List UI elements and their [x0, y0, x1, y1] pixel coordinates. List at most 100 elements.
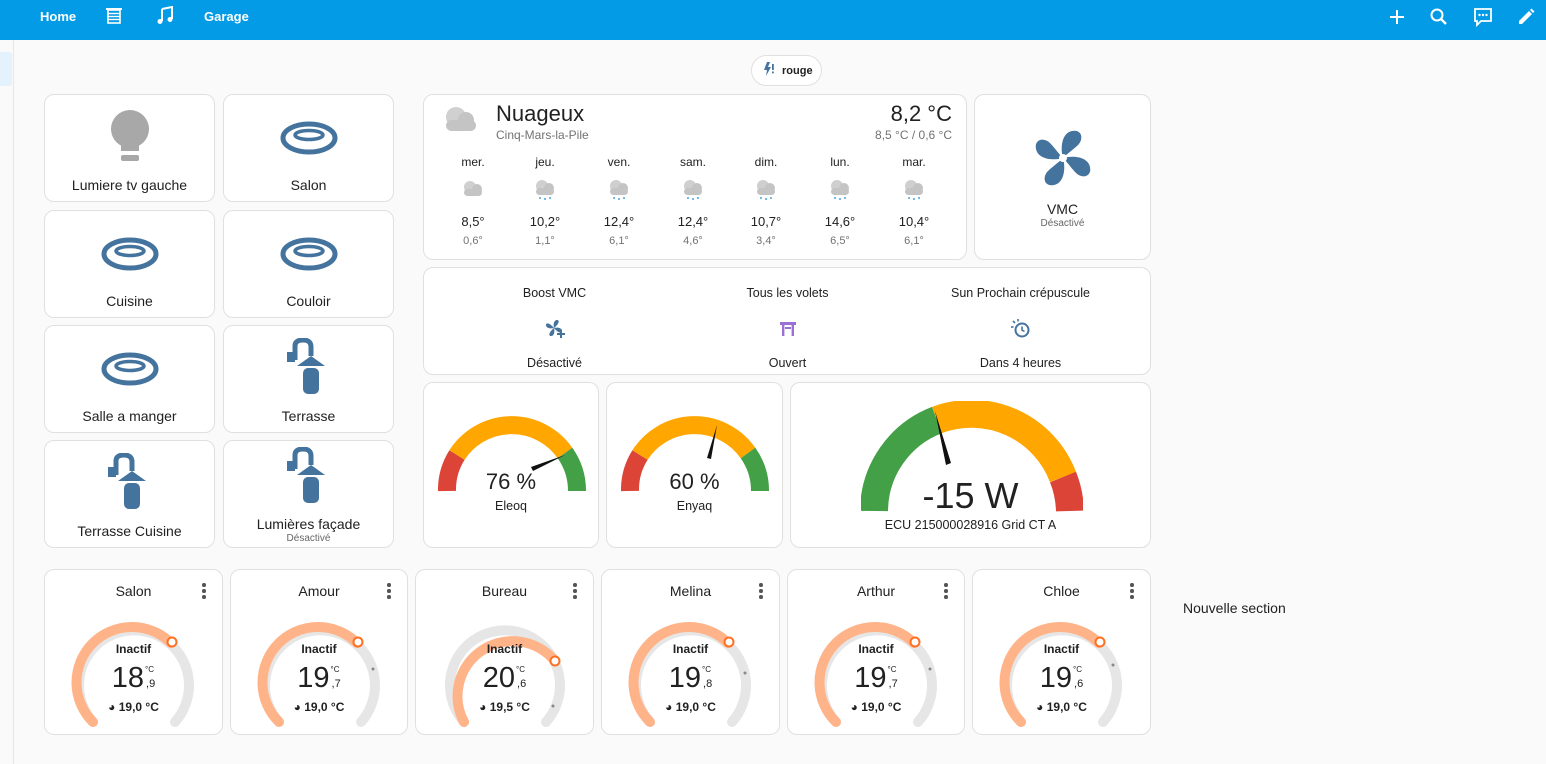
battery-gauge: [438, 416, 586, 492]
thermostat-name: Melina: [669, 583, 712, 599]
thermostat-dial: [814, 622, 937, 727]
more-options-icon[interactable]: [573, 583, 577, 601]
forecast-day: mar. 10,4° 6,1°: [884, 155, 944, 247]
search-icon[interactable]: [1428, 6, 1450, 28]
rainy-icon: [684, 180, 702, 200]
more-options-icon[interactable]: [1130, 583, 1134, 601]
shutters-button[interactable]: Tous les volets Ouvert: [671, 268, 904, 374]
pencil-icon[interactable]: [1515, 6, 1537, 28]
light-tile-terrasse-cuisine[interactable]: Terrasse Cuisine: [44, 440, 215, 548]
thermostat-dial: [71, 622, 194, 727]
temp-integer: 19: [1039, 662, 1073, 694]
forecast-day: dim. 10,7° 3,4°: [736, 155, 796, 247]
target-value: 19,0 °C: [861, 700, 902, 714]
thermostat-dial: [628, 622, 751, 727]
outdoor-lamp-icon: [283, 446, 335, 512]
thermostat-name: Amour: [298, 583, 340, 599]
gauge-card-enyaq[interactable]: 60 % Enyaq: [606, 382, 783, 548]
ceiling-light-icon: [280, 121, 338, 160]
sun-dusk-button[interactable]: Sun Prochain crépuscule Dans 4 heures: [904, 268, 1137, 374]
alert-badge[interactable]: rouge: [751, 55, 822, 86]
vmc-tile[interactable]: VMC Désactivé: [974, 94, 1151, 260]
assist-icon[interactable]: [1472, 6, 1494, 28]
tab-garage[interactable]: Garage: [204, 9, 249, 24]
forecast-day-name: jeu.: [535, 155, 555, 169]
forecast-low: 3,4°: [756, 235, 776, 247]
badge-label: rouge: [782, 64, 813, 77]
target-value: 19,0 °C: [675, 700, 716, 714]
temp-integer: 19: [297, 662, 330, 694]
dial-handle[interactable]: [909, 636, 921, 648]
thermostat-state: Inactif: [672, 642, 709, 656]
button-title: Boost VMC: [522, 286, 587, 300]
temp-integer: 19: [668, 662, 702, 694]
current-temperature: 19°C ,7: [231, 662, 407, 695]
thermostat-card-amour[interactable]: Amour Inactif 19°C ,7 ◕ 19,0 °C: [230, 569, 408, 735]
target-temperature: ◕ 19,0 °C: [108, 700, 159, 714]
gauge-card-eleoq[interactable]: 76 % Eleoq: [423, 382, 599, 548]
forecast-day-name: ven.: [607, 155, 631, 169]
thermostat-card-melina[interactable]: Melina Inactif 19°C ,8 ◕ 19,0 °C: [601, 569, 780, 735]
more-options-icon[interactable]: [202, 583, 206, 601]
cloudy-icon: [440, 103, 480, 140]
dial-handle[interactable]: [352, 636, 364, 648]
light-tile-couloir[interactable]: Couloir: [223, 210, 394, 318]
gauge-value: -15 W: [922, 475, 1019, 516]
rainy-icon: [536, 180, 554, 200]
sidebar-selected-marker: [0, 52, 12, 86]
quick-actions-card: Boost VMC Désactivé Tous les volets Ouve…: [423, 267, 1151, 375]
forecast-day-name: dim.: [754, 155, 778, 169]
light-tile-cuisine[interactable]: Cuisine: [44, 210, 215, 318]
tile-label: Terrasse: [281, 408, 336, 424]
gauge-label: ECU 215000028916 Grid CT A: [884, 518, 1057, 532]
thermostat-card-bureau[interactable]: Bureau Inactif 20°C ,6 ◕ 19,5 °C: [415, 569, 594, 735]
forecast-high: 10,4°: [898, 214, 930, 229]
blinds-icon[interactable]: [104, 6, 124, 31]
target-value: 19,0 °C: [1046, 700, 1087, 714]
boost-vmc-button[interactable]: Boost VMC Désactivé: [438, 268, 671, 374]
more-options-icon[interactable]: [387, 583, 391, 601]
thermostat-name: Arthur: [856, 583, 896, 599]
dial-handle[interactable]: [1094, 636, 1106, 648]
forecast-day-name: sam.: [679, 155, 706, 169]
light-tile-lumieres-facade[interactable]: Lumières façade Désactivé: [223, 440, 394, 548]
thermostat-state: Inactif: [858, 642, 894, 656]
tab-home[interactable]: Home: [40, 9, 77, 24]
more-options-icon[interactable]: [759, 583, 763, 601]
dial-handle[interactable]: [723, 636, 735, 648]
forecast-high: 8,5°: [461, 214, 485, 229]
forecast-day: ven. 12,4° 6,1°: [589, 155, 649, 247]
new-section-heading: Nouvelle section: [1183, 600, 1286, 616]
power-gauge-card[interactable]: -15 W ECU 215000028916 Grid CT A: [790, 382, 1151, 548]
temp-unit: °C: [887, 665, 897, 674]
thermostat-card-arthur[interactable]: Arthur Inactif 19°C ,7 ◕ 19,0 °C: [787, 569, 965, 735]
light-tile-salle-a-manger[interactable]: Salle a manger: [44, 325, 215, 433]
tile-label: Cuisine: [106, 293, 153, 309]
gauge-label: Enyaq: [676, 499, 713, 513]
forecast-high: 12,4°: [603, 214, 635, 229]
light-tile-lumiere-tv-gauche[interactable]: Lumiere tv gauche: [44, 94, 215, 202]
lightbulb-icon: [108, 109, 152, 170]
thermostat-state: Inactif: [301, 642, 337, 656]
dial-handle[interactable]: [549, 655, 561, 667]
window-shutter-open-icon: [777, 318, 799, 345]
target-value: 19,0 °C: [304, 700, 345, 714]
light-tile-terrasse[interactable]: Terrasse: [223, 325, 394, 433]
outdoor-lamp-icon: [283, 337, 335, 403]
music-note-icon[interactable]: [155, 5, 175, 31]
temp-unit: °C: [145, 665, 155, 674]
thermostat-card-salon[interactable]: Salon Inactif 18°C ,9 ◕ 19,0 °C: [44, 569, 223, 735]
temp-decimal: ,7: [888, 678, 898, 690]
sun-clock-icon: [1010, 318, 1032, 345]
forecast-day-name: mar.: [902, 155, 926, 169]
plus-icon[interactable]: [1386, 6, 1408, 28]
dial-handle[interactable]: [166, 636, 178, 648]
power-gauge: [861, 401, 1083, 512]
thermostat-card-chloe[interactable]: Chloe Inactif 19°C ,6 ◕ 19,0 °C: [972, 569, 1151, 735]
tile-label: Salle a manger: [82, 408, 177, 424]
more-options-icon[interactable]: [944, 583, 948, 601]
tile-label: Lumiere tv gauche: [71, 177, 188, 193]
rainy-icon: [610, 180, 628, 200]
light-tile-salon[interactable]: Salon: [223, 94, 394, 202]
weather-card[interactable]: Nuageux Cinq-Mars-la-Pile 8,2 °C 8,5 °C …: [423, 94, 967, 260]
